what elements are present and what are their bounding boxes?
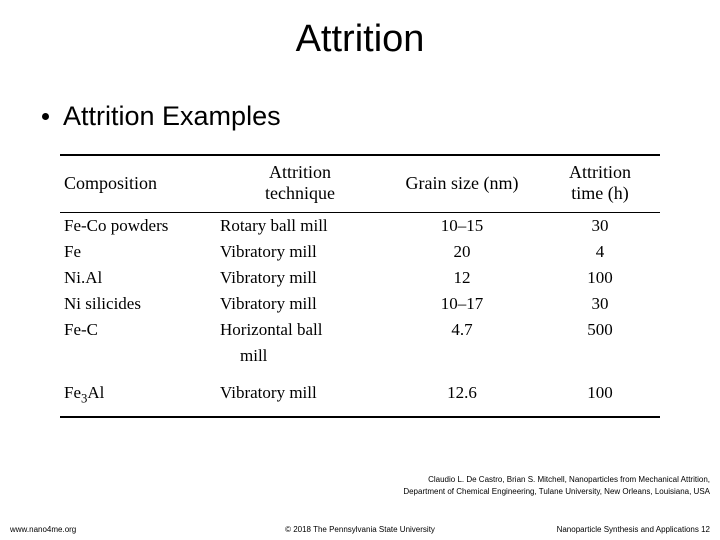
cell-technique: Vibratory mill bbox=[216, 369, 384, 417]
table-row: Ni silicides Vibratory mill 10–17 30 bbox=[60, 291, 660, 317]
col-header-grain: Grain size (nm) bbox=[384, 155, 540, 213]
citation-line1: Claudio L. De Castro, Brian S. Mitchell,… bbox=[403, 474, 710, 486]
col-header-technique-l2: technique bbox=[265, 183, 335, 203]
cell-grain: 4.7 bbox=[384, 317, 540, 343]
cell-composition: Ni.Al bbox=[60, 265, 216, 291]
cell-composition: Fe-Co powders bbox=[60, 213, 216, 240]
table-row: Fe-Co powders Rotary ball mill 10–15 30 bbox=[60, 213, 660, 240]
cell-composition: Fe-C bbox=[60, 317, 216, 343]
citation-line2: Department of Chemical Engineering, Tula… bbox=[403, 486, 710, 498]
cell-grain: 12.6 bbox=[384, 369, 540, 417]
cell-grain: 10–17 bbox=[384, 291, 540, 317]
col-header-composition-text: Composition bbox=[64, 173, 157, 193]
slide-title: Attrition bbox=[0, 0, 720, 61]
cell-technique: Vibratory mill bbox=[216, 265, 384, 291]
footer: www.nano4me.org © 2018 The Pennsylvania … bbox=[0, 525, 720, 534]
cell-technique: Vibratory mill bbox=[216, 239, 384, 265]
footer-center: © 2018 The Pennsylvania State University bbox=[285, 525, 435, 534]
cell-grain: 20 bbox=[384, 239, 540, 265]
bullet-dot-icon bbox=[42, 113, 49, 120]
table-row: Fe3Al Vibratory mill 12.6 100 bbox=[60, 369, 660, 417]
col-header-technique: Attrition technique bbox=[216, 155, 384, 213]
cell-time: 100 bbox=[540, 265, 660, 291]
cell-grain: 12 bbox=[384, 265, 540, 291]
cell-grain bbox=[384, 343, 540, 369]
cell-technique-sub: mill bbox=[216, 343, 384, 369]
cell-time bbox=[540, 343, 660, 369]
col-header-time: Attrition time (h) bbox=[540, 155, 660, 213]
col-header-grain-text: Grain size (nm) bbox=[406, 173, 519, 193]
cell-time: 100 bbox=[540, 369, 660, 417]
bullet-text: Attrition Examples bbox=[63, 101, 281, 132]
table-row: mill bbox=[60, 343, 660, 369]
cell-grain: 10–15 bbox=[384, 213, 540, 240]
table-row: Fe Vibratory mill 20 4 bbox=[60, 239, 660, 265]
cell-composition: Fe3Al bbox=[60, 369, 216, 417]
cell-technique: Rotary ball mill bbox=[216, 213, 384, 240]
col-header-technique-l1: Attrition bbox=[269, 162, 331, 182]
bullet-item: Attrition Examples bbox=[0, 101, 720, 132]
cell-time: 30 bbox=[540, 291, 660, 317]
cell-technique: Horizontal ball bbox=[216, 317, 384, 343]
table-row: Fe-C Horizontal ball 4.7 500 bbox=[60, 317, 660, 343]
table-row: Ni.Al Vibratory mill 12 100 bbox=[60, 265, 660, 291]
cell-time: 4 bbox=[540, 239, 660, 265]
col-header-composition: Composition bbox=[60, 155, 216, 213]
footer-left: www.nano4me.org bbox=[10, 525, 76, 534]
cell-composition: Ni silicides bbox=[60, 291, 216, 317]
footer-right: Nanoparticle Synthesis and Applications … bbox=[557, 525, 710, 534]
col-header-time-l1: Attrition bbox=[569, 162, 631, 182]
cell-time: 30 bbox=[540, 213, 660, 240]
cell-composition: Fe bbox=[60, 239, 216, 265]
cell-time: 500 bbox=[540, 317, 660, 343]
citation-block: Claudio L. De Castro, Brian S. Mitchell,… bbox=[403, 474, 710, 498]
attrition-table: Composition Attrition technique Grain si… bbox=[60, 154, 660, 418]
col-header-time-l2: time (h) bbox=[571, 183, 628, 203]
cell-composition bbox=[60, 343, 216, 369]
cell-technique: Vibratory mill bbox=[216, 291, 384, 317]
